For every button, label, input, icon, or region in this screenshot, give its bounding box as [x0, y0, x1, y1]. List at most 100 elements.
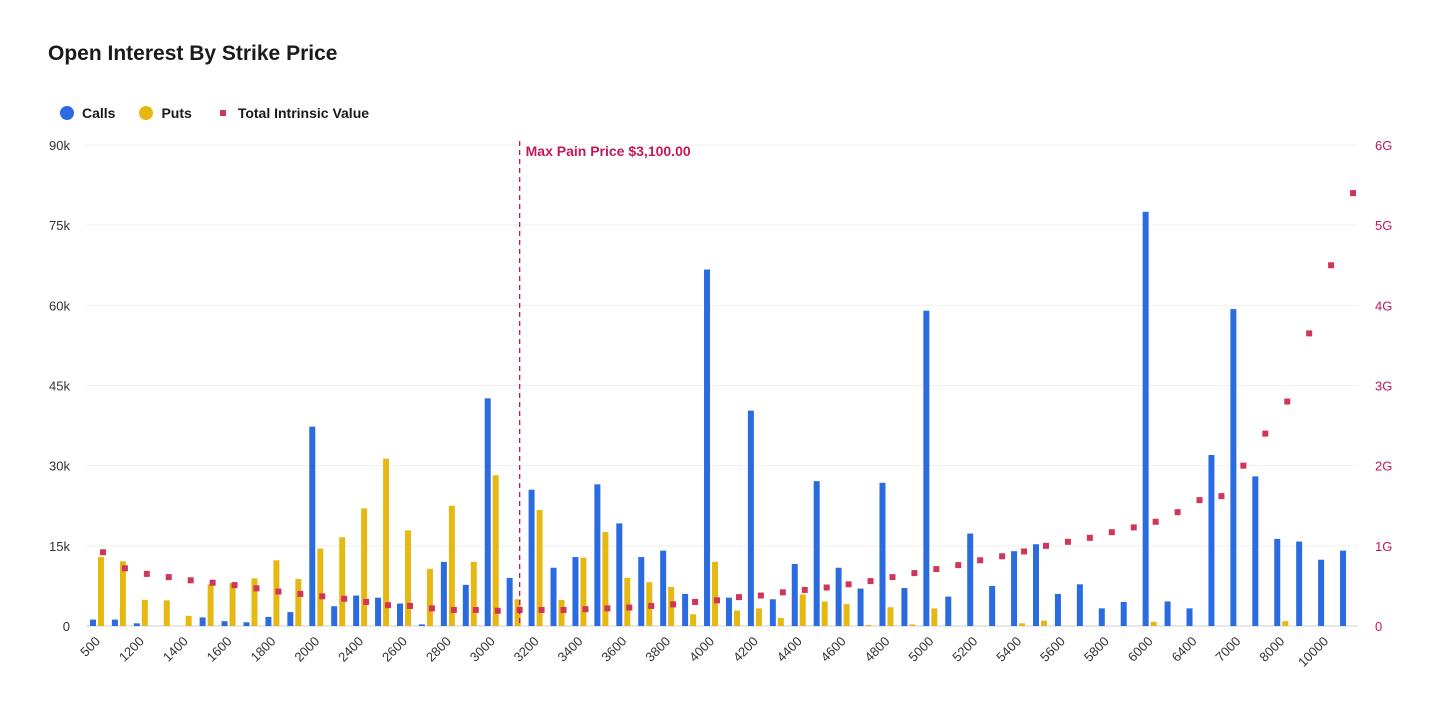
bar-puts: [426, 568, 433, 626]
bar-calls: [287, 612, 294, 626]
y-right-tick-label: 1G: [1375, 539, 1392, 554]
bar-calls: [133, 623, 140, 626]
bar-puts: [887, 607, 894, 626]
x-tick-label: 5200: [949, 634, 980, 665]
point-total-intrinsic-value: [99, 549, 106, 556]
x-tick-label: 1600: [204, 634, 235, 665]
bar-puts: [733, 610, 740, 626]
point-total-intrinsic-value: [428, 605, 435, 612]
point-total-intrinsic-value: [999, 553, 1006, 560]
point-total-intrinsic-value: [538, 606, 545, 613]
point-total-intrinsic-value: [757, 592, 764, 599]
point-total-intrinsic-value: [1064, 538, 1071, 545]
x-tick-label: 2600: [379, 634, 410, 665]
point-total-intrinsic-value: [1174, 509, 1181, 516]
bar-calls: [550, 567, 557, 626]
bar-puts: [865, 624, 872, 626]
point-total-intrinsic-value: [670, 601, 677, 608]
x-tick-label: 4800: [862, 634, 893, 665]
point-total-intrinsic-value: [1350, 190, 1357, 197]
bar-calls: [331, 606, 338, 626]
bar-puts: [712, 561, 719, 626]
bar-puts: [229, 583, 236, 626]
bar-calls: [769, 599, 776, 626]
bar-calls: [418, 624, 425, 626]
bar-calls: [528, 489, 535, 626]
bar-puts: [383, 458, 390, 626]
legend-item-calls[interactable]: Calls: [60, 105, 115, 121]
point-total-intrinsic-value: [648, 602, 655, 609]
y-left-tick-label: 0: [63, 619, 70, 634]
point-total-intrinsic-value: [275, 588, 282, 595]
bar-calls: [1208, 454, 1215, 626]
x-tick-label: 5800: [1081, 634, 1112, 665]
bar-puts: [295, 578, 302, 626]
point-total-intrinsic-value: [955, 562, 962, 569]
y-left-tick-label: 75k: [49, 218, 70, 233]
y-left-tick-label: 90k: [49, 138, 70, 153]
legend-item-total-intrinsic-value[interactable]: Total Intrinsic Value: [216, 105, 369, 121]
bar-puts: [207, 584, 214, 626]
bar-calls: [989, 585, 996, 626]
bar-puts: [799, 594, 806, 626]
legend-swatch-puts: [139, 106, 154, 120]
x-tick-label: 3600: [598, 634, 629, 665]
x-tick-label: 4200: [730, 634, 761, 665]
bar-calls: [484, 398, 491, 626]
bar-puts: [1019, 623, 1026, 626]
y-right-tick-label: 4G: [1375, 298, 1392, 313]
bar-calls: [1296, 541, 1303, 626]
bar-puts: [536, 510, 543, 626]
bar-puts: [405, 530, 411, 626]
bar-puts: [777, 617, 784, 626]
bar-calls: [1186, 608, 1193, 626]
y-left-tick-label: 60k: [49, 298, 70, 313]
bar-calls: [857, 588, 864, 626]
bar-calls: [901, 588, 908, 626]
bar-calls: [1054, 593, 1061, 626]
point-total-intrinsic-value: [604, 605, 611, 612]
bar-calls: [813, 481, 820, 626]
bar-puts: [821, 601, 828, 626]
x-tick-label: 6400: [1169, 634, 1200, 665]
point-total-intrinsic-value: [407, 602, 413, 609]
bar-calls: [1274, 538, 1281, 626]
bar-calls: [945, 596, 952, 626]
legend-swatch-calls: [60, 106, 74, 120]
x-tick-label: 10000: [1295, 634, 1331, 670]
bar-puts: [251, 578, 258, 626]
bar-calls: [243, 622, 250, 626]
point-total-intrinsic-value: [911, 570, 918, 577]
point-total-intrinsic-value: [1328, 262, 1335, 269]
bar-puts: [1150, 621, 1157, 626]
point-total-intrinsic-value: [845, 581, 852, 588]
legend-item-puts[interactable]: Puts: [139, 105, 192, 121]
point-total-intrinsic-value: [385, 602, 392, 609]
x-tick-label: 500: [77, 634, 103, 660]
bar-calls: [397, 603, 403, 626]
x-tick-label: 8000: [1256, 634, 1287, 665]
bar-calls: [440, 561, 447, 626]
bar-puts: [317, 548, 324, 626]
y-right-tick-label: 3G: [1375, 379, 1392, 394]
legend-swatch-total-intrinsic-value: [219, 110, 226, 116]
x-tick-label: 5400: [993, 634, 1024, 665]
bar-calls: [747, 410, 754, 626]
y-right-tick-label: 2G: [1375, 459, 1392, 474]
point-total-intrinsic-value: [165, 574, 172, 581]
bar-calls: [1076, 584, 1083, 626]
legend-label-total-intrinsic-value: Total Intrinsic Value: [237, 105, 370, 121]
bar-calls: [111, 619, 118, 626]
legend-label-puts: Puts: [161, 105, 192, 121]
point-total-intrinsic-value: [714, 597, 721, 604]
bar-calls: [1230, 309, 1237, 626]
bar-calls: [1011, 551, 1018, 626]
bar-calls: [1252, 476, 1259, 626]
x-tick-label: 2000: [291, 634, 322, 665]
bar-puts: [492, 475, 499, 626]
bar-puts: [448, 505, 455, 626]
bar-puts: [119, 561, 126, 626]
point-total-intrinsic-value: [1130, 524, 1137, 531]
x-tick-label: 5600: [1037, 634, 1068, 665]
